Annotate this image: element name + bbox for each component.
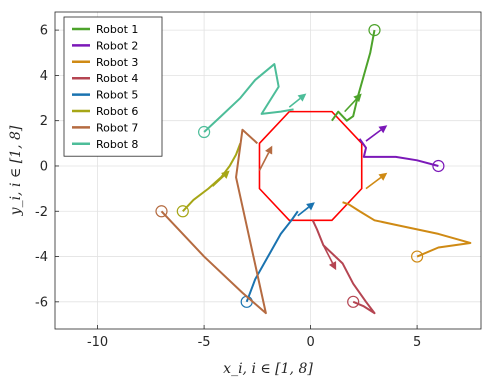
legend-label: Robot 6 (96, 105, 138, 118)
legend-label: Robot 1 (96, 23, 138, 36)
start-marker (368, 24, 381, 37)
series-robot-4 (311, 219, 376, 315)
heading-arrow (365, 176, 382, 190)
y-axis-label: y_i, i ∈ [1, 8] (8, 125, 24, 216)
y-tick-label: 4 (40, 69, 48, 84)
polygon-layer (258, 110, 363, 222)
legend-label: Robot 5 (96, 89, 138, 102)
legend-label: Robot 3 (96, 56, 138, 69)
start-marker (432, 159, 445, 173)
heading-arrow (344, 98, 357, 113)
arrow-head (378, 172, 388, 181)
arrow-head (265, 145, 273, 155)
x-tick-label: -10 (87, 335, 108, 350)
series-robot-2 (358, 125, 445, 173)
heading-arrow (212, 175, 225, 187)
series-robot-7 (155, 128, 273, 315)
arrow-head (306, 202, 315, 211)
red-octagon (258, 110, 363, 222)
x-tick-label: -5 (198, 335, 211, 350)
legend: Robot 1 Robot 2 Robot 3 Robot 4 Robot 5 Robot… (63, 16, 163, 157)
x-axis-label: x_i, i ∈ [1, 8] (223, 361, 313, 377)
y-tick-label: -4 (35, 250, 48, 265)
arrow-head (297, 93, 307, 102)
y-tick-label: 2 (40, 114, 48, 129)
trajectory-line (203, 63, 294, 133)
y-tick-label: 0 (40, 159, 48, 174)
series-robot-6 (176, 142, 242, 218)
arrow-head (221, 170, 230, 179)
heading-arrow (288, 97, 301, 108)
trajectory-line (311, 219, 376, 315)
plot-frame (54, 11, 482, 330)
start-marker (411, 250, 424, 263)
arrow-head (353, 93, 362, 103)
arrow-head (378, 125, 388, 134)
series-robot-5 (240, 202, 315, 308)
start-marker (155, 205, 168, 218)
heading-arrow (297, 206, 310, 217)
start-marker (198, 125, 211, 139)
legend-label: Robot 4 (96, 72, 138, 85)
trajectory-line (342, 201, 472, 258)
trajectory-line (358, 138, 439, 167)
series-robot-8 (198, 63, 307, 139)
arrow-head (328, 261, 337, 271)
trajectory-line (182, 142, 242, 212)
trajectory-line (160, 128, 267, 315)
legend-label: Robot 8 (96, 138, 138, 151)
series-robot-3 (342, 172, 472, 263)
x-tick-label: 0 (306, 335, 314, 350)
trajectory-line (331, 29, 376, 122)
legend-label: Robot 2 (96, 39, 138, 52)
heading-arrow (322, 244, 334, 264)
heading-arrow (365, 129, 382, 142)
legend-box (63, 16, 163, 157)
start-marker (176, 205, 189, 218)
heading-arrow (258, 152, 270, 171)
y-tick-label: -6 (35, 295, 48, 310)
trajectory-line (245, 210, 299, 303)
x-tick-label: 5 (413, 335, 421, 350)
series-robot-1 (331, 24, 381, 122)
y-tick-label: -2 (35, 205, 48, 220)
tick-layer: -10 -5 0 5 -6 -4 -2 0 2 4 6 (35, 24, 421, 350)
legend-label: Robot 7 (96, 121, 138, 134)
y-tick-label: 6 (40, 24, 48, 39)
series-layer (155, 24, 472, 315)
start-marker (347, 295, 360, 308)
